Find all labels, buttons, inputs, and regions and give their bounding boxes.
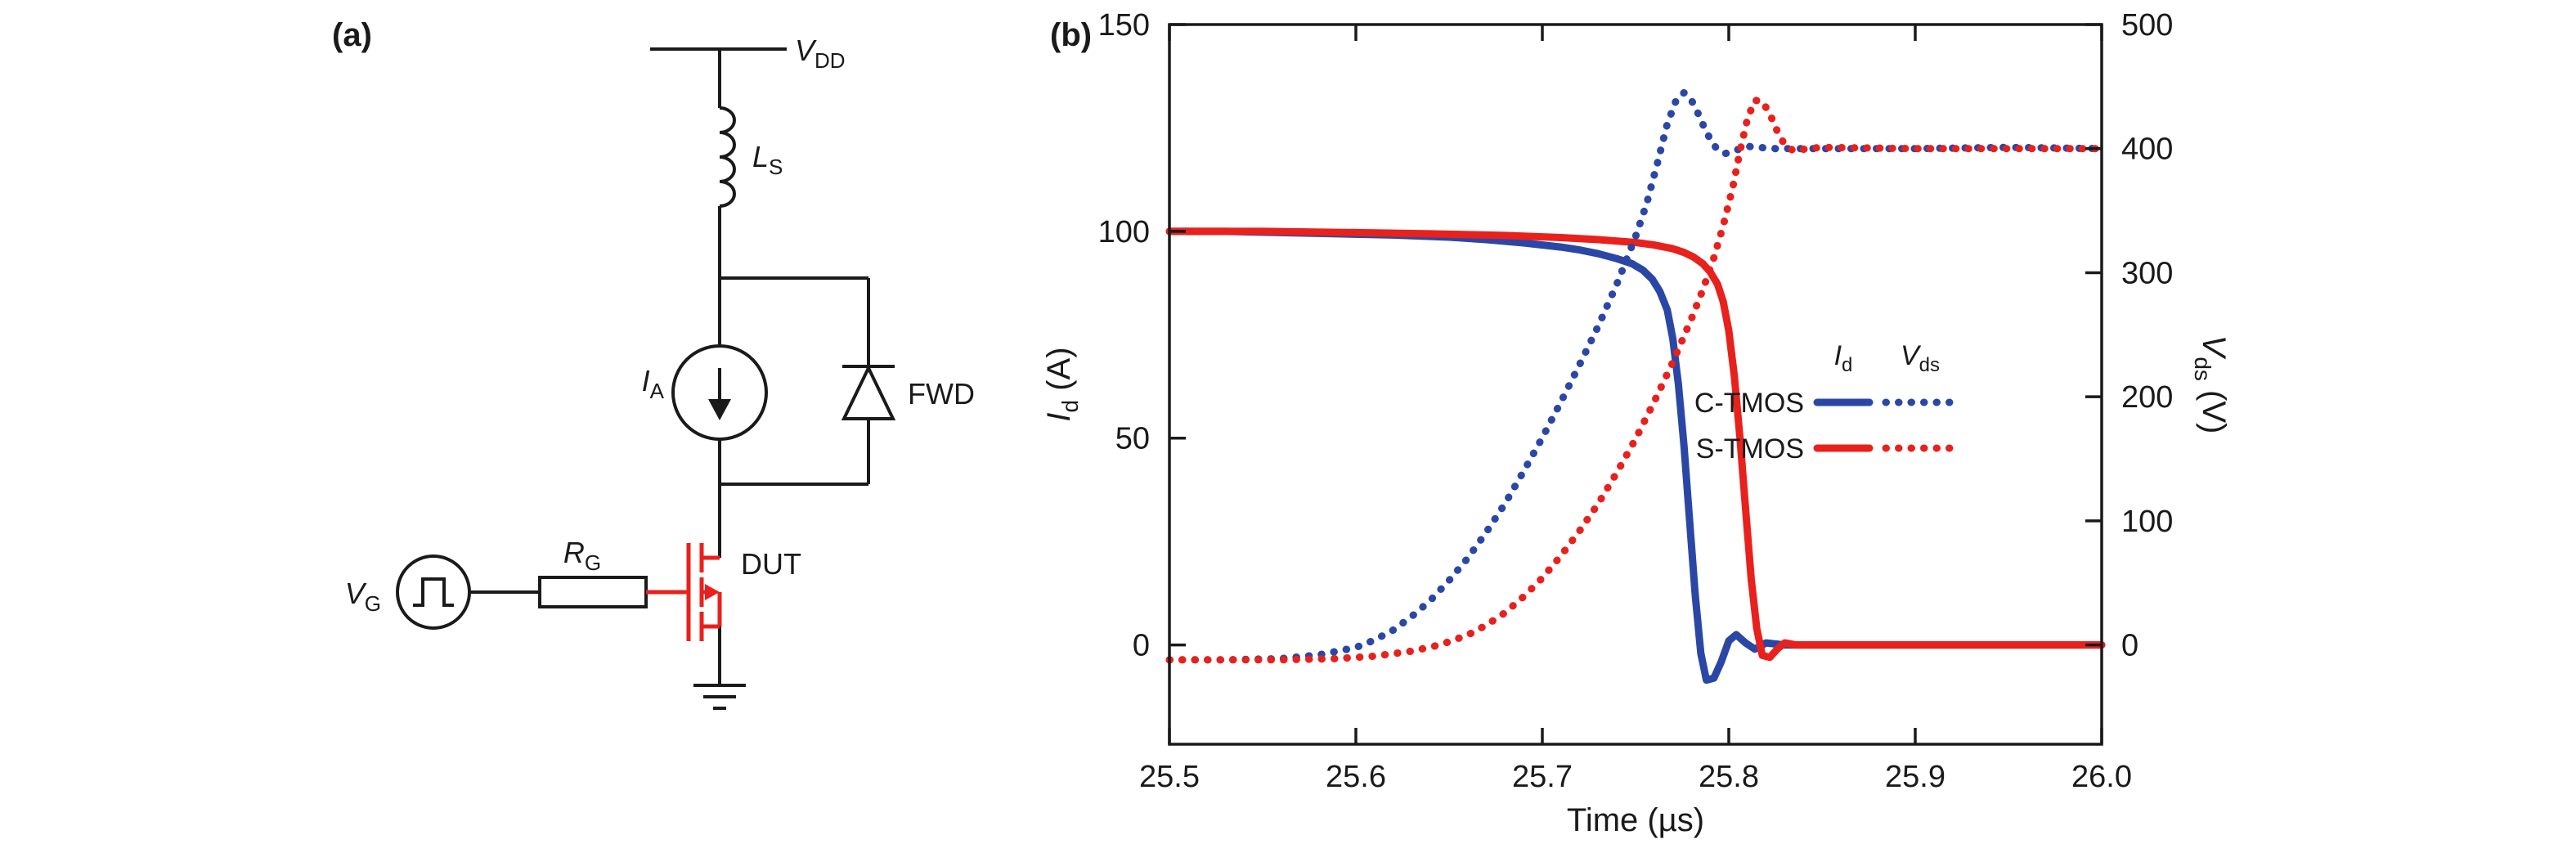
right-tick-label: 0 [2121,629,2138,663]
dut-label: DUT [741,547,801,581]
left-axis-title: Id (A) [1041,347,1083,421]
legend-header-id: Id [1834,340,1853,376]
x-tick-label: 25.5 [1139,760,1200,794]
panel-b-label: (b) [1050,17,1092,53]
panel-a-labels: VDD LS IA FWD DUT RG VG [345,34,975,616]
right-tick-label: 100 [2121,505,2173,539]
ia-label: IA [642,364,665,403]
chart-tick-labels: 25.5 25.6 25.7 25.8 25.9 26.0 0 50 100 150 0 100 200… [1098,8,2174,794]
left-tick-label: 150 [1098,8,1150,43]
right-tick-label: 400 [2121,132,2173,167]
vg-label: VG [345,577,381,616]
legend-row-ctmos-label: C-TMOS [1694,388,1804,419]
resistor-rg [538,576,648,608]
x-tick-label: 25.6 [1326,760,1386,794]
x-tick-label: 26.0 [2071,760,2132,794]
left-tick-label: 100 [1098,215,1150,249]
inductor-ls [719,106,736,208]
series-s-tmos-vds [1165,97,2106,664]
series-c-tmos-id [1165,227,2106,685]
current-source-arrow-head [708,399,731,420]
chart-series [1165,88,2106,685]
left-tick-label: 0 [1133,629,1150,663]
chart-legend: Id Vds C-TMOS S-TMOS [1694,340,1959,465]
x-tick-label: 25.9 [1885,760,1945,794]
fwd-label: FWD [908,377,975,411]
legend-row-stmos-label: S-TMOS [1696,433,1804,465]
chart-frame [1168,23,2103,746]
pulse-waveform-glyph [413,577,454,607]
chart-ticks [1168,23,2103,744]
x-tick-label: 25.8 [1699,760,1759,794]
x-tick-label: 25.7 [1512,760,1573,794]
vdd-label: VDD [795,34,846,73]
fwd-diode [841,364,896,420]
body-arrow-icon [705,584,720,600]
right-tick-label: 200 [2121,380,2173,415]
rg-label: RG [563,536,601,575]
series-s-tmos-id [1165,227,2106,662]
right-tick-label: 500 [2121,8,2173,43]
panel-a-label: (a) [332,17,372,53]
right-tick-label: 300 [2121,256,2173,290]
legend-header-vds: Vds [1901,340,1940,376]
right-axis-title: Vds (V) [2190,335,2232,434]
ls-label: LS [752,140,783,179]
left-tick-label: 50 [1115,422,1150,456]
series-c-tmos-vds [1165,88,2106,664]
pulse-source-vg [396,554,471,630]
dut-mosfet [646,543,722,641]
panel-a-circuit [396,47,896,710]
x-axis-title: Time (µs) [1567,802,1704,838]
